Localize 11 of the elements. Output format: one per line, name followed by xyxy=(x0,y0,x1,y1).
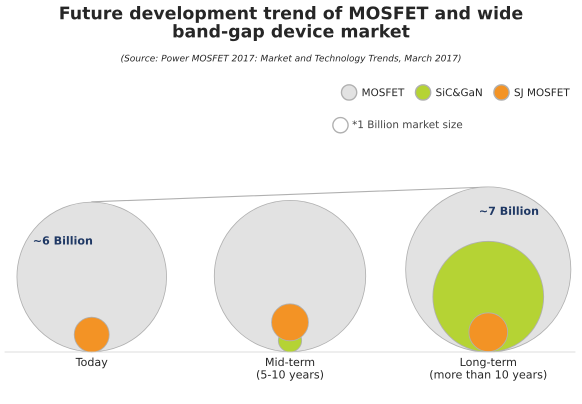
x-tick-label: Mid-term (5-10 years) xyxy=(256,358,324,381)
x-tick-label: Today xyxy=(76,358,108,368)
legend-label: SiC&GaN xyxy=(436,88,482,96)
text: ~7 Billion xyxy=(480,206,538,215)
x-tick-label: Long-term (more than 10 years) xyxy=(430,358,546,381)
text: ~6 Billion xyxy=(34,236,92,245)
chart-title: Future development trend of MOSFET and wide band-gap device market xyxy=(60,6,522,42)
legend-label: MOSFET xyxy=(362,88,404,96)
legend-label: SJ MOSFET xyxy=(514,88,570,98)
chart-subtitle: (Source: Power MOSFET 2017: Market and Technology Trends, March 2017) xyxy=(121,54,461,64)
text: *1 Billion market size xyxy=(352,120,462,128)
